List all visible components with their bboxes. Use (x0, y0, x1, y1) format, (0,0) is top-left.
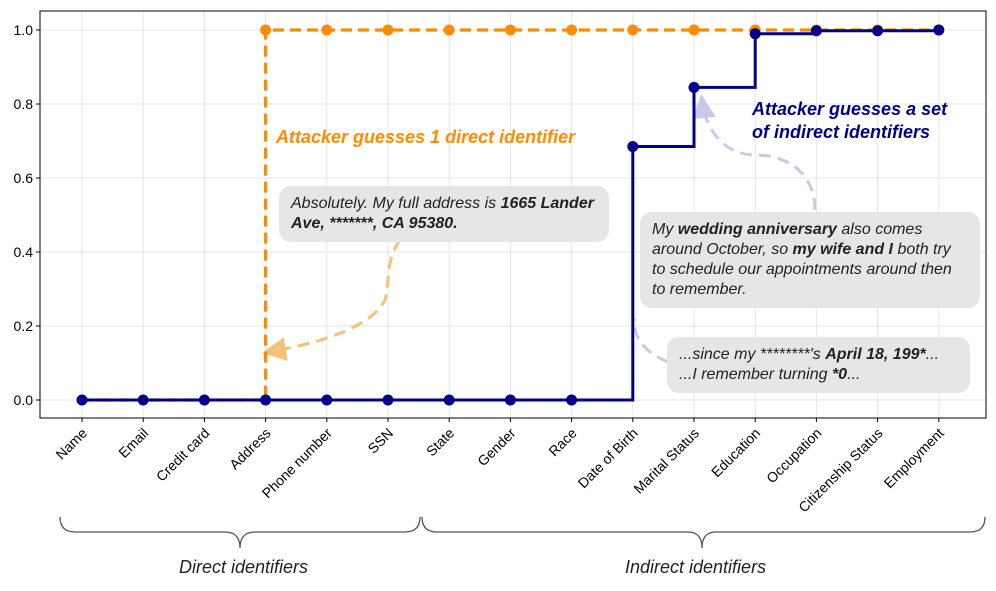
point-navy (872, 25, 884, 37)
x-tick-label: Marital Status (630, 425, 702, 497)
birthday-line-2: ...I remember turning *0... (679, 365, 958, 385)
indirect-identifiers-label: Indirect identifiers (625, 557, 767, 577)
wedding-anniversary-bold: wedding anniversary (677, 221, 837, 238)
x-tick-label: Occupation (763, 425, 824, 486)
address-arrow (262, 239, 402, 361)
x-tick-label: Education (708, 425, 763, 480)
x-tick-label: Date of Birth (575, 425, 641, 491)
birthday-age-bold: *0 (831, 366, 848, 383)
address-callout-address: 1665 Lander Ave, *******, CA 95380. (291, 195, 594, 232)
point-orange (504, 24, 516, 36)
point-navy (260, 394, 272, 406)
point-orange (566, 24, 578, 36)
x-tick-label: Gender (474, 425, 519, 470)
wedding-callout: My wedding anniversary also comes around… (640, 212, 980, 308)
point-orange (260, 24, 272, 36)
x-tick-label: Address (226, 425, 274, 473)
point-orange (627, 24, 639, 36)
birthday-date-bold: April 18, 199* (825, 346, 926, 363)
birthday-line-1: ...since my ********'s April 18, 199*... (679, 345, 958, 365)
point-navy (810, 25, 822, 37)
point-orange (321, 24, 333, 36)
annotation-arrows (262, 94, 817, 364)
wife-bold: my wife and I (792, 241, 893, 258)
address-callout: Absolutely. My full address is 1665 Land… (279, 186, 609, 242)
point-navy (443, 394, 455, 406)
direct-guess-annotation: Attacker guesses 1 direct identifier (276, 127, 576, 147)
y-tick-label: 0.6 (14, 170, 34, 186)
wedding-text-3: both try to schedule our appointments ar… (652, 241, 952, 298)
y-tick-label: 0.2 (14, 318, 34, 334)
point-navy (749, 28, 761, 40)
x-tick-label: Name (52, 425, 90, 463)
point-navy (627, 141, 639, 153)
y-tick-label: 0.8 (14, 96, 34, 112)
axes (36, 10, 987, 422)
x-tick-label: SSN (364, 425, 396, 457)
point-navy (198, 394, 210, 406)
y-tick-label: 0.4 (14, 244, 34, 260)
point-navy (382, 394, 394, 406)
wedding-text-2: also comes around October, so (652, 221, 923, 258)
direct-brace (59, 516, 421, 549)
x-tick-label: Race (545, 425, 580, 460)
address-callout-text: Absolutely. My full address is (291, 195, 501, 212)
group-braces (59, 516, 986, 549)
point-navy (76, 394, 88, 406)
direct-identifiers-label: Direct identifiers (179, 557, 309, 577)
birthday-text-1: ...since my ********'s (679, 346, 826, 363)
indirect-guess-line1: Attacker guesses a set (752, 99, 948, 119)
y-tick-label: 0.0 (14, 392, 34, 408)
plot-frame (39, 10, 987, 419)
indirect-guess-annotation: Attacker guesses a set of indirect ident… (752, 98, 947, 144)
x-tick-label: Email (115, 425, 151, 461)
wedding-text-1: My (652, 221, 678, 238)
birthday-text-2: ... (925, 346, 940, 363)
point-navy (933, 24, 945, 36)
birthday-arrow (632, 317, 669, 364)
point-navy (137, 394, 149, 406)
birthday-text-4: ... (847, 366, 861, 383)
point-navy (688, 81, 700, 93)
birthday-text-3: ...I remember turning (679, 366, 832, 383)
y-tick-label: 1.0 (14, 22, 34, 38)
point-orange (382, 24, 394, 36)
indirect-guess-line2: of indirect identifiers (752, 122, 931, 142)
point-orange (443, 24, 455, 36)
point-orange (688, 24, 700, 36)
x-tick-label: Employment (881, 425, 947, 491)
point-navy (504, 394, 516, 406)
birthday-callout: ...since my ********'s April 18, 199*...… (667, 337, 970, 393)
point-navy (566, 394, 578, 406)
point-navy (321, 394, 333, 406)
x-tick-label: Credit card (153, 425, 213, 485)
x-tick-label: State (423, 425, 458, 460)
points (76, 24, 945, 406)
wedding-arrow (691, 94, 817, 211)
indirect-brace (421, 516, 986, 549)
